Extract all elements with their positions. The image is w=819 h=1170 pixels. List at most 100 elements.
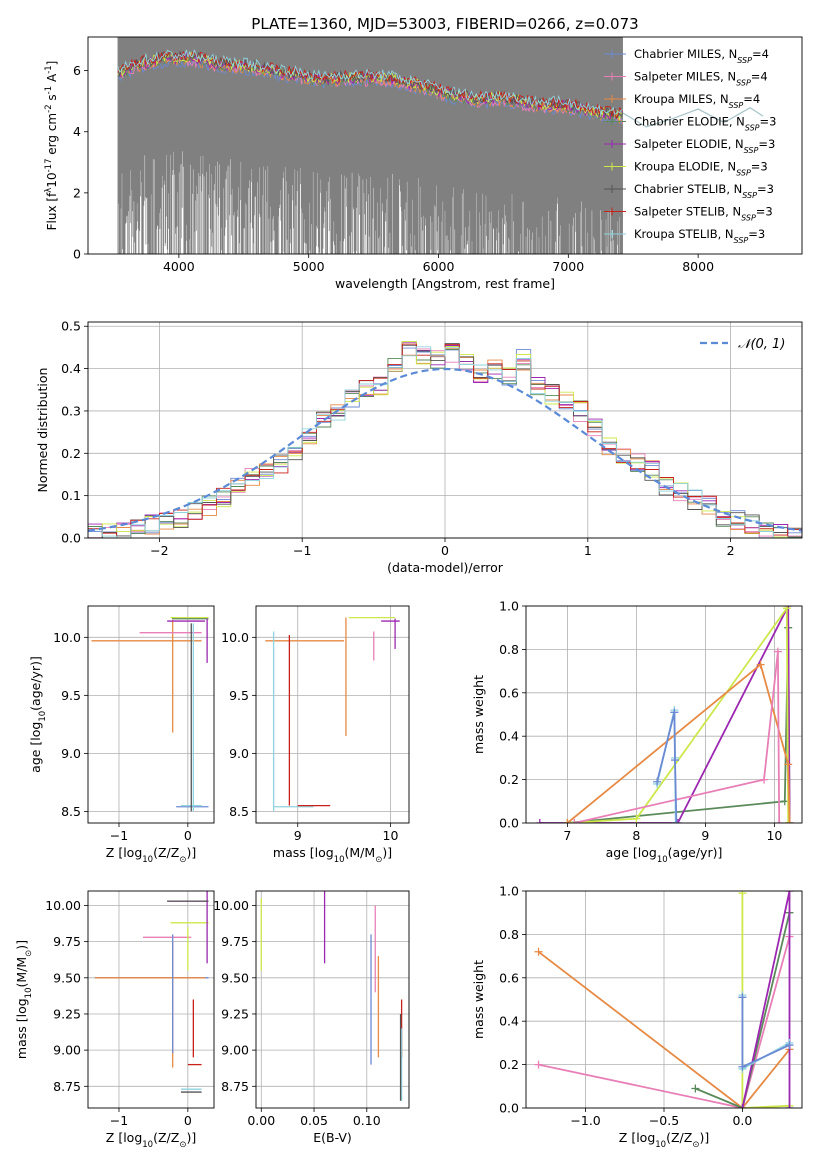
plot-area: [91, 616, 209, 812]
y-tick-label: 9.5: [229, 688, 249, 703]
y-tick-label: 9.5: [61, 688, 81, 703]
y-tick-label: 8.75: [53, 1079, 81, 1094]
legend-marker: [608, 185, 616, 193]
point-marker: [782, 606, 791, 613]
y-tick-label: 9.00: [221, 1043, 249, 1058]
point-marker: [672, 819, 681, 823]
y-axis-label: mass weight: [471, 960, 486, 1039]
point-marker: [673, 819, 682, 823]
y-axis-label: age [log10(age/yr)]: [28, 656, 48, 773]
plot-area: [88, 341, 802, 538]
y-tick-label: 8.75: [221, 1079, 249, 1094]
y-axis-label: Normed distribution: [35, 368, 50, 493]
y-tick-label: 9.25: [221, 1006, 249, 1021]
x-tick-label: 0.10: [353, 1113, 381, 1128]
x-tick-label: 7000: [552, 259, 584, 274]
x-tick-label: −1.0: [570, 1113, 600, 1128]
weight-line-salp_elodie: [741, 891, 791, 1108]
model-line-krou_stelib: [117, 49, 623, 117]
x-tick-label: 2: [727, 543, 735, 558]
weight-line-chab_elodie: [695, 912, 791, 1108]
point-marker: [784, 760, 793, 769]
y-tick-label: 10.00: [213, 898, 249, 913]
x-tick-label: 6000: [423, 259, 455, 274]
point-marker: [535, 819, 544, 823]
weight-line-salp_elodie: [539, 606, 791, 823]
legend-marker: [608, 230, 616, 238]
axes-frame: [255, 890, 410, 1109]
x-tick-label: 0.05: [300, 1113, 328, 1128]
x-tick-label: 4000: [163, 259, 195, 274]
y-tick-label: 1.0: [499, 884, 519, 899]
x-tick-label: 7: [563, 828, 571, 843]
y-tick-label: 0.8: [499, 927, 519, 942]
x-tick-label: 9: [294, 828, 302, 843]
y-tick-label: 8.5: [229, 804, 249, 819]
legend-label: Salpeter ELODIE, NSSP=3: [634, 137, 775, 155]
observed-spectrum: [117, 37, 623, 254]
x-axis-label: Z [log10(Z/Z⊙)]: [619, 1130, 709, 1150]
weight-line-krou_miles: [537, 951, 791, 1108]
y-tick-label: 10.00: [45, 898, 81, 913]
x-tick-label: 0.00: [247, 1113, 275, 1128]
x-tick-label: 5000: [293, 259, 325, 274]
point-marker: [738, 891, 747, 898]
point-marker: [756, 660, 765, 669]
weight-line-chab_elodie: [567, 627, 791, 823]
x-tick-label: 0: [184, 828, 192, 843]
panel-mass_vs_ebv: 0.00 0.05 0.10 8.75 9.00 9.25 9.50 9.75 10.00 E(B…: [213, 890, 410, 1145]
point-marker: [691, 1084, 700, 1093]
plot-area: [535, 606, 794, 823]
x-tick-label: −1: [110, 828, 128, 843]
x-tick-label: 8: [632, 828, 640, 843]
legend-label: Chabrier STELIB, NSSP=3: [634, 182, 774, 200]
x-tick-label: 0: [184, 1113, 192, 1128]
y-tick-label: 0.0: [499, 816, 519, 831]
y-tick-label: 0.5: [61, 319, 81, 334]
y-tick-label: 0.2: [61, 446, 81, 461]
y-tick-label: 10.0: [53, 630, 81, 645]
axes-frame: [87, 890, 215, 1109]
model-line-salp_stelib: [117, 51, 623, 119]
panel-weight_vs_Z: −1.0 −0.5 0.0 0.0 0.2 0.4 0.6 0.8 1.0 Z [log10(Z/…: [471, 884, 803, 1150]
weight-line-krou_elodie: [741, 893, 790, 1108]
weight-line-chab_miles: [656, 712, 678, 823]
y-tick-label: 0.6: [499, 685, 519, 700]
panel-weight_vs_age: 7 8 9 10 0.0 0.2 0.4 0.6 0.8 1.0 age [log10(age/yr…: [471, 599, 803, 865]
point-marker: [785, 1041, 794, 1050]
plot-area: [534, 891, 794, 1108]
y-tick-label: 10.0: [221, 630, 249, 645]
weight-line-krou_elodie: [567, 606, 790, 823]
point-marker: [570, 819, 579, 823]
y-tick-label: 4: [73, 124, 81, 139]
weight-line-krou_miles: [566, 663, 791, 823]
y-tick-label: 9.75: [53, 934, 81, 949]
point-marker: [738, 1104, 747, 1108]
y-tick-label: 0.3: [61, 403, 81, 418]
gaussian-curve: [88, 367, 802, 532]
y-tick-label: 9.75: [221, 934, 249, 949]
x-tick-label: 0: [441, 543, 449, 558]
y-tick-label: 0: [73, 247, 81, 262]
y-tick-label: 9.50: [53, 970, 81, 985]
x-tick-label: 10: [766, 828, 782, 843]
legend-marker: [608, 50, 616, 58]
weight-line-salp_miles: [538, 936, 791, 1108]
x-tick-label: −1: [293, 543, 311, 558]
point-marker: [785, 819, 794, 823]
point-marker: [632, 814, 641, 823]
axes-frame: [87, 321, 803, 539]
y-axis-label: mass [log10(M/M⊙)]: [14, 940, 34, 1059]
y-tick-label: 0.4: [61, 361, 81, 376]
legend-label: Kroupa ELODIE, NSSP=3: [634, 160, 768, 178]
panel-age_vs_mass: 9 10 8.5 9.0 9.5 10.0 mass [log10(M/M⊙)]: [221, 605, 410, 865]
legend-label: Chabrier ELODIE, NSSP=3: [634, 115, 776, 133]
y-tick-label: 9.0: [61, 746, 81, 761]
x-tick-label: 0.0: [732, 1113, 752, 1128]
legend-label: Salpeter STELIB, NSSP=3: [634, 205, 773, 223]
legend-marker: [608, 117, 616, 126]
legend-marker: [608, 140, 616, 148]
y-tick-label: 0.0: [499, 1101, 519, 1116]
legend-label: Kroupa MILES, NSSP=4: [634, 92, 760, 110]
